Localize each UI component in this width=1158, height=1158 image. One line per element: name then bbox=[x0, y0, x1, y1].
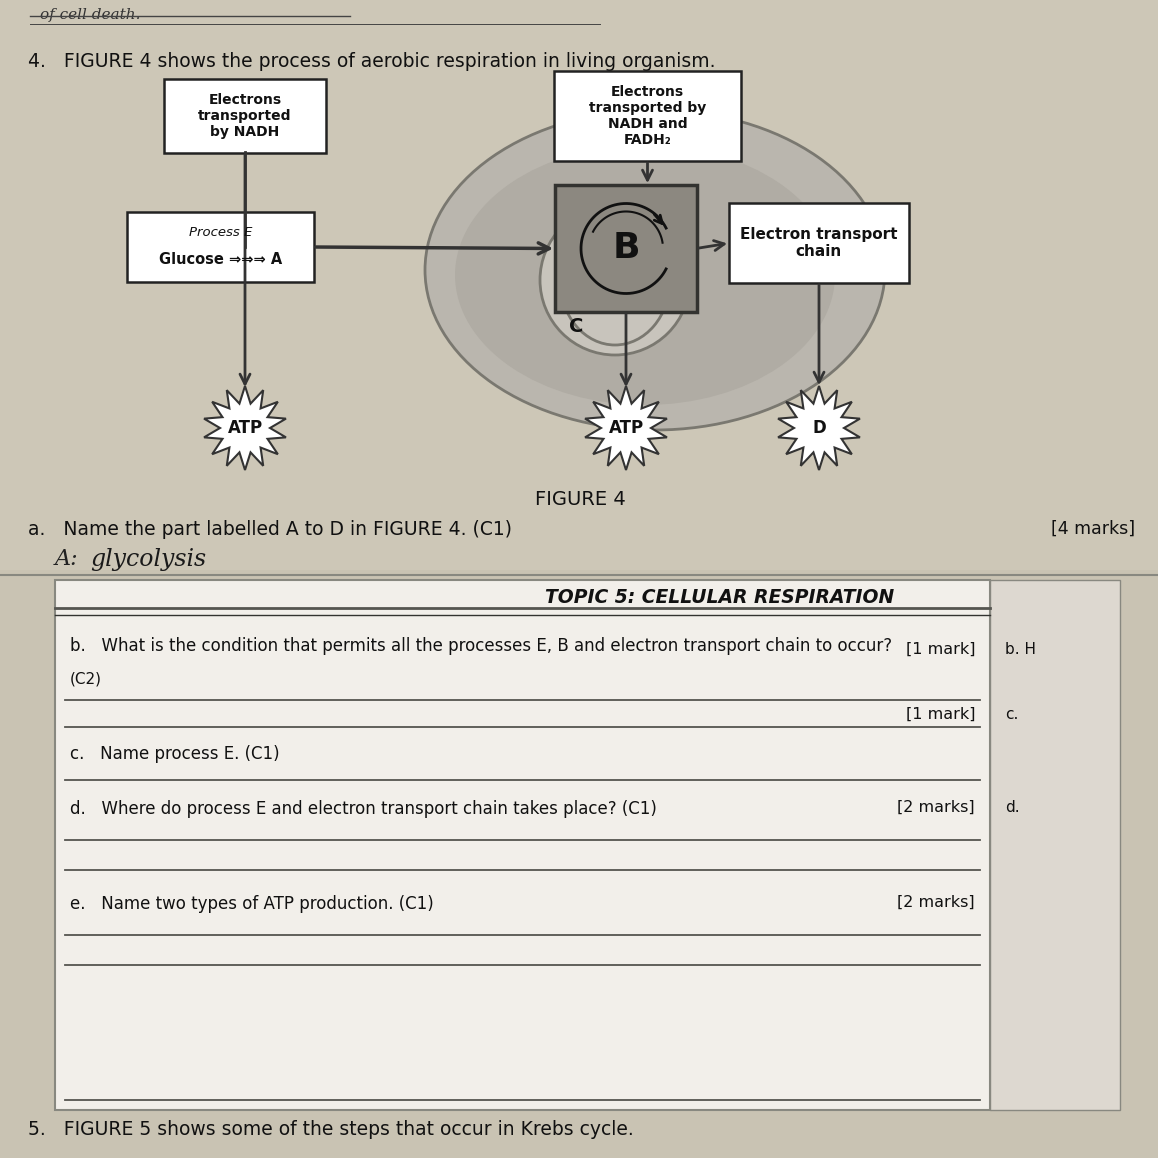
Text: A:: A: bbox=[54, 548, 79, 570]
Text: D: D bbox=[812, 419, 826, 437]
Text: Process E: Process E bbox=[189, 227, 252, 240]
Circle shape bbox=[540, 205, 690, 356]
Text: TOPIC 5: CELLULAR RESPIRATION: TOPIC 5: CELLULAR RESPIRATION bbox=[545, 588, 895, 607]
FancyBboxPatch shape bbox=[555, 185, 697, 312]
Text: e.   Name two types of ATP production. (C1): e. Name two types of ATP production. (C1… bbox=[69, 895, 434, 913]
FancyBboxPatch shape bbox=[127, 212, 314, 283]
Polygon shape bbox=[204, 386, 286, 470]
Text: b.   What is the condition that permits all the processes E, B and electron tran: b. What is the condition that permits al… bbox=[69, 637, 892, 655]
Text: c.: c. bbox=[1005, 708, 1018, 721]
FancyBboxPatch shape bbox=[164, 79, 327, 153]
Text: [4 marks]: [4 marks] bbox=[1050, 520, 1135, 538]
Text: 4.   FIGURE 4 shows the process of aerobic respiration in living organism.: 4. FIGURE 4 shows the process of aerobic… bbox=[28, 52, 716, 71]
Text: [1 mark]: [1 mark] bbox=[906, 708, 975, 721]
Ellipse shape bbox=[455, 145, 835, 405]
Polygon shape bbox=[585, 386, 667, 470]
Text: b. H: b. H bbox=[1005, 642, 1036, 657]
Text: C: C bbox=[569, 317, 584, 337]
Text: ATP: ATP bbox=[227, 419, 263, 437]
Text: d.: d. bbox=[1005, 800, 1020, 815]
Text: [2 marks]: [2 marks] bbox=[897, 895, 975, 910]
Text: 5.   FIGURE 5 shows some of the steps that occur in Krebs cycle.: 5. FIGURE 5 shows some of the steps that… bbox=[28, 1120, 633, 1139]
Text: Electrons
transported by
NADH and
FADH₂: Electrons transported by NADH and FADH₂ bbox=[589, 85, 706, 147]
Ellipse shape bbox=[425, 110, 885, 430]
Text: Electron transport
chain: Electron transport chain bbox=[740, 227, 897, 259]
FancyBboxPatch shape bbox=[54, 580, 990, 1111]
Text: (C2): (C2) bbox=[69, 672, 102, 687]
Text: [2 marks]: [2 marks] bbox=[897, 800, 975, 815]
Text: glycolysis: glycolysis bbox=[90, 548, 206, 571]
FancyBboxPatch shape bbox=[990, 580, 1120, 1111]
Polygon shape bbox=[778, 386, 860, 470]
FancyBboxPatch shape bbox=[554, 71, 741, 161]
Bar bbox=[0, 0, 1158, 570]
Text: a.   Name the part labelled A to D in FIGURE 4. (C1): a. Name the part labelled A to D in FIGU… bbox=[28, 520, 512, 538]
Text: Electrons
transported
by NADH: Electrons transported by NADH bbox=[198, 93, 292, 139]
Text: B: B bbox=[613, 232, 639, 265]
Text: d.   Where do process E and electron transport chain takes place? (C1): d. Where do process E and electron trans… bbox=[69, 800, 657, 818]
Text: FIGURE 4: FIGURE 4 bbox=[535, 490, 625, 510]
Text: [1 mark]: [1 mark] bbox=[906, 642, 975, 657]
Text: Glucose ⇒⇒⇒ A: Glucose ⇒⇒⇒ A bbox=[159, 251, 283, 266]
FancyBboxPatch shape bbox=[730, 203, 909, 283]
Text: of cell death.: of cell death. bbox=[41, 8, 140, 22]
Text: ATP: ATP bbox=[608, 419, 644, 437]
Text: c.   Name process E. (C1): c. Name process E. (C1) bbox=[69, 745, 279, 763]
